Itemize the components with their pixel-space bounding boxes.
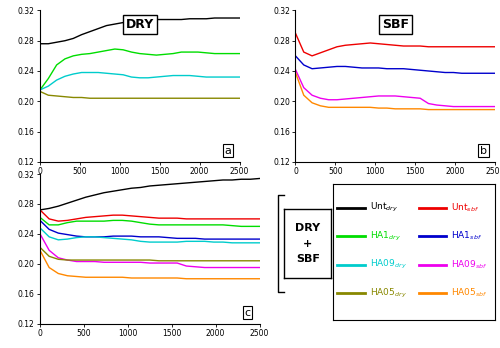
Text: HA09$_{dry}$: HA09$_{dry}$ bbox=[370, 258, 407, 271]
Text: Unt$_{sbf}$: Unt$_{sbf}$ bbox=[451, 201, 480, 214]
Text: b: b bbox=[480, 146, 487, 156]
Text: HA05$_{sbf}$: HA05$_{sbf}$ bbox=[451, 287, 488, 299]
Text: c: c bbox=[244, 308, 250, 318]
Text: SBF: SBF bbox=[296, 254, 320, 264]
Text: HA09$_{sbf}$: HA09$_{sbf}$ bbox=[451, 258, 488, 271]
Text: HA05$_{dry}$: HA05$_{dry}$ bbox=[370, 286, 407, 300]
Text: SBF: SBF bbox=[382, 18, 408, 31]
Text: HA1$_{sbf}$: HA1$_{sbf}$ bbox=[451, 230, 482, 242]
Text: Unt$_{dry}$: Unt$_{dry}$ bbox=[370, 201, 398, 214]
Text: HA1$_{dry}$: HA1$_{dry}$ bbox=[370, 229, 401, 243]
Text: DRY: DRY bbox=[126, 18, 154, 31]
Text: a: a bbox=[224, 146, 232, 156]
Text: +: + bbox=[303, 239, 312, 248]
Text: DRY: DRY bbox=[295, 223, 320, 233]
